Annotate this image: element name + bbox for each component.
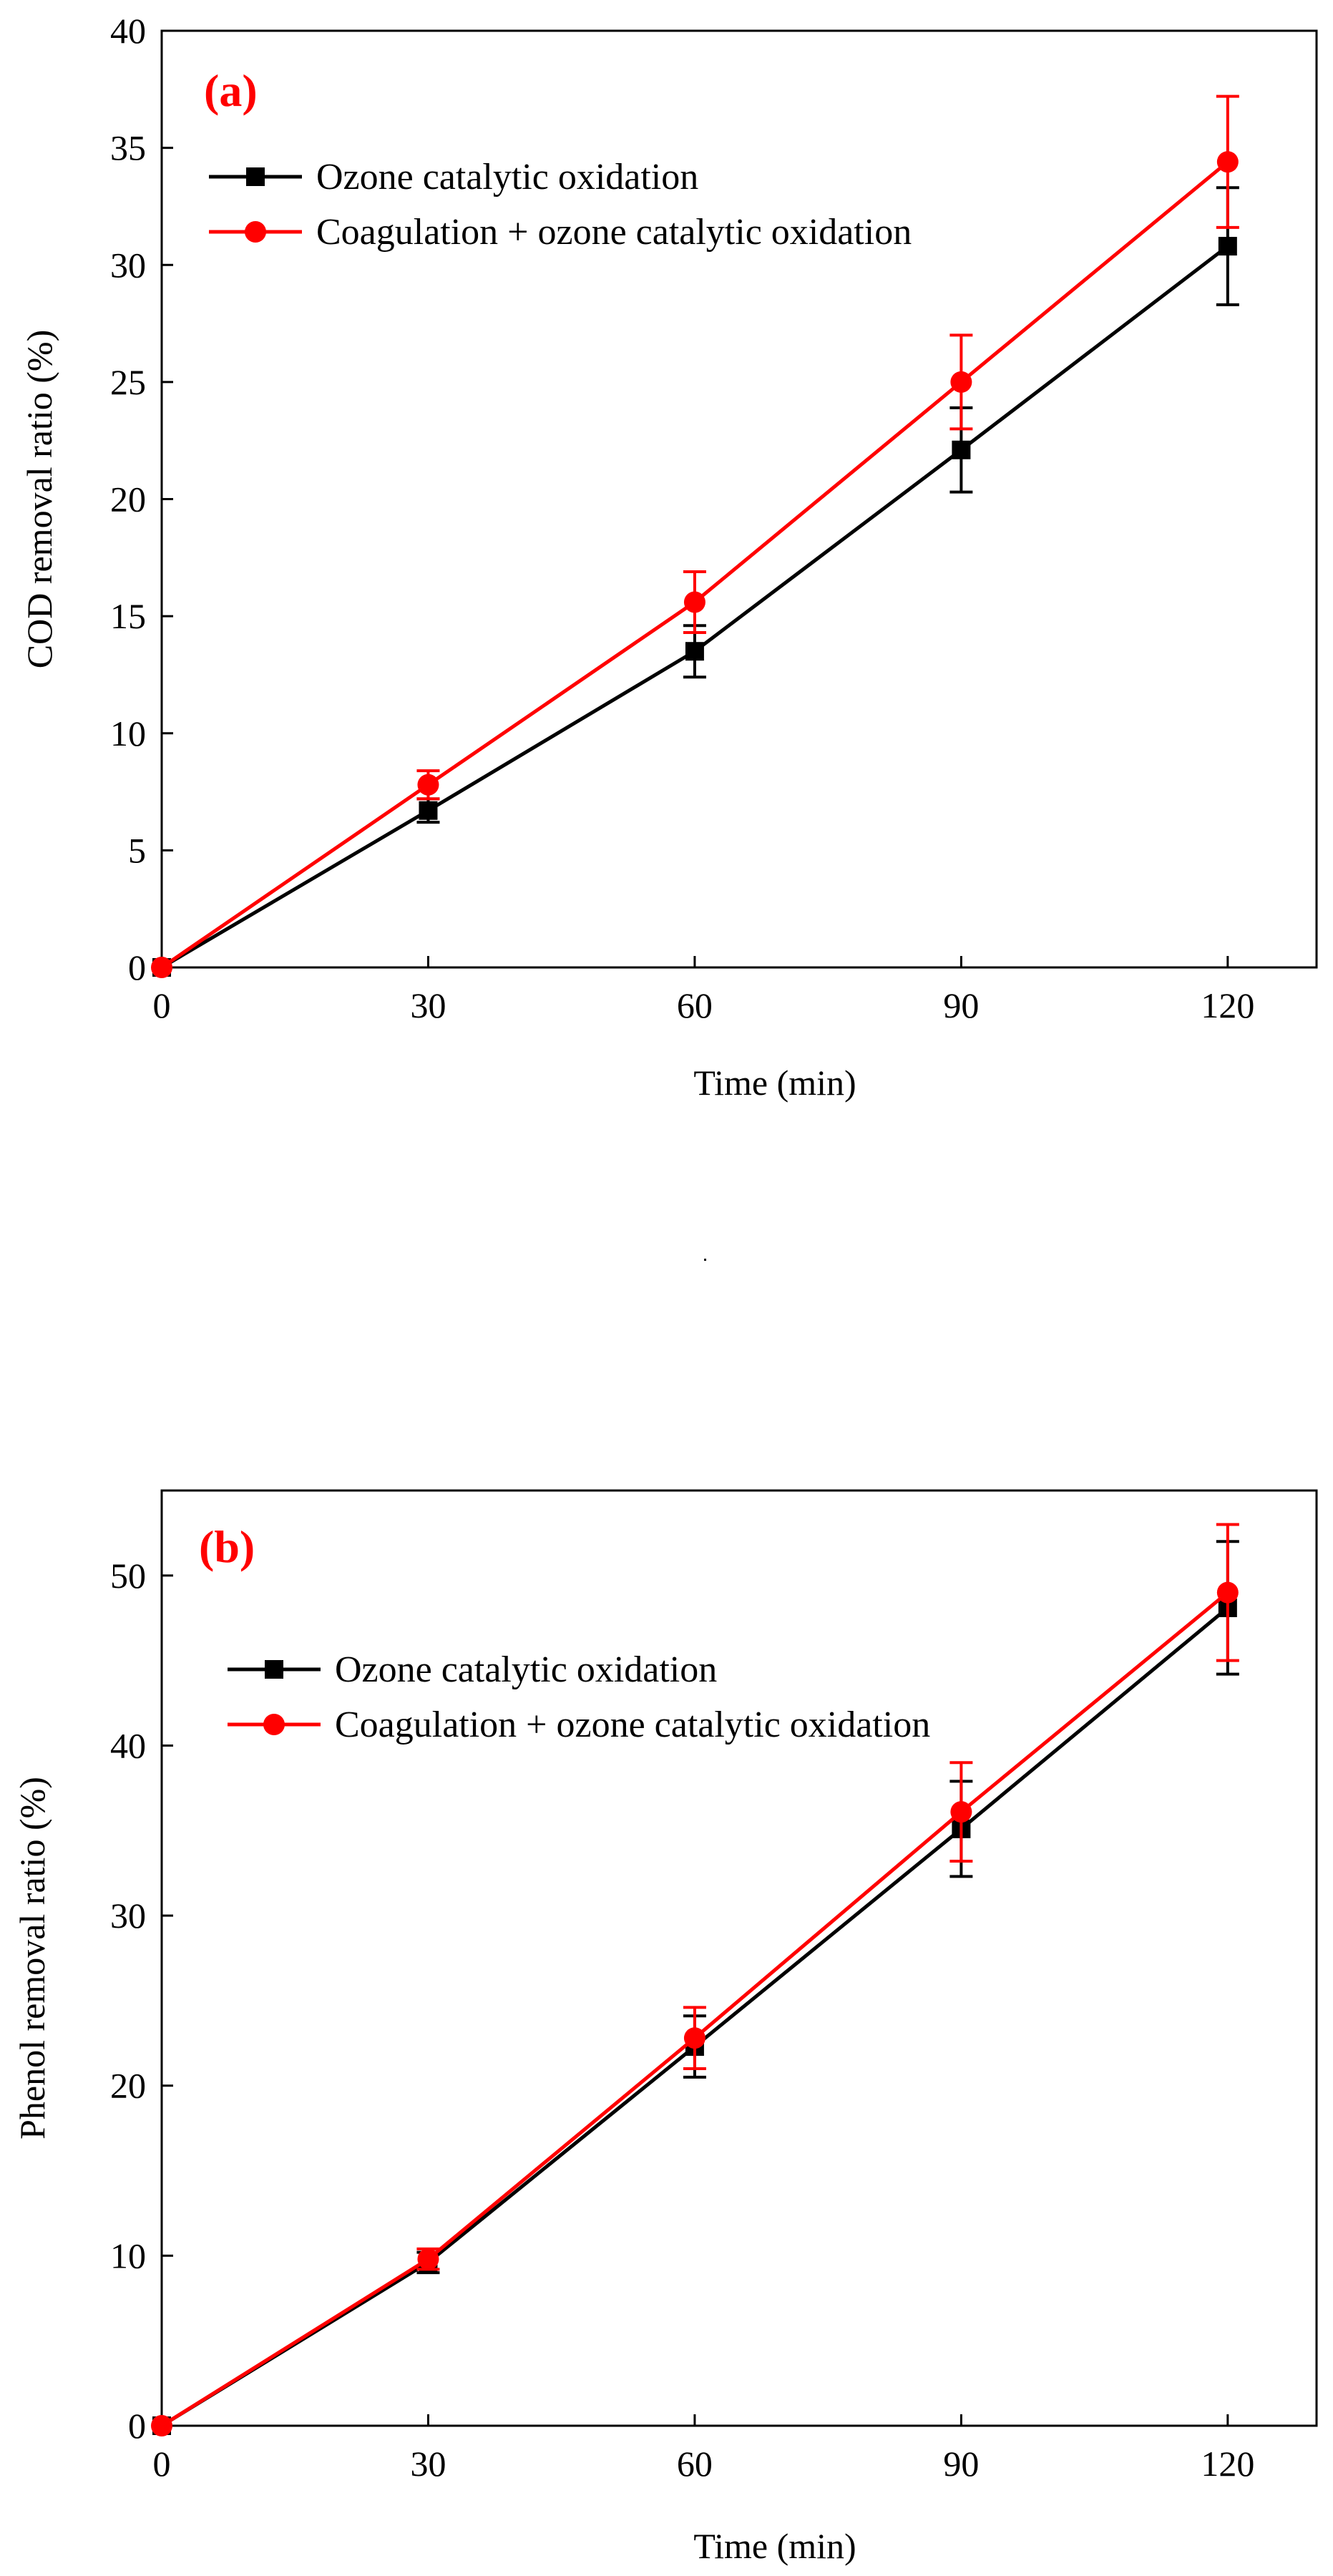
data-point-circle bbox=[151, 2415, 172, 2436]
data-point-square bbox=[1218, 237, 1237, 256]
legend-marker-square bbox=[265, 1660, 283, 1679]
x-axis-title: Time (min) bbox=[693, 1063, 856, 1103]
x-tick-label: 0 bbox=[153, 2444, 171, 2484]
y-tick-label: 35 bbox=[110, 128, 146, 168]
y-tick-label: 30 bbox=[110, 1896, 146, 1936]
legend-marker-square bbox=[246, 167, 265, 186]
data-point-circle bbox=[1216, 1581, 1239, 1604]
y-tick-label: 40 bbox=[110, 1725, 146, 1765]
plot-frame bbox=[160, 1489, 1318, 2427]
data-point-square bbox=[419, 801, 438, 820]
legend: Ozone catalytic oxidation Coagulation + o… bbox=[209, 157, 912, 253]
x-tick-label: 120 bbox=[1201, 2444, 1254, 2484]
y-tick-label: 20 bbox=[110, 2066, 146, 2106]
legend-label: Coagulation + ozone catalytic oxidation bbox=[335, 1704, 930, 1745]
y-tick-label: 20 bbox=[110, 479, 146, 519]
data-point-circle bbox=[950, 371, 972, 393]
chart-panel-b: 0 30 60 90 120 0 10 20 30 40 50 Time (min) Phenol re… bbox=[12, 1489, 1318, 2566]
y-tick-label: 15 bbox=[110, 596, 146, 636]
data-point-circle bbox=[683, 591, 705, 613]
legend-label: Ozone catalytic oxidation bbox=[316, 157, 698, 197]
y-tick-label: 0 bbox=[128, 947, 146, 987]
x-tick-label: 30 bbox=[410, 985, 446, 1025]
series-line bbox=[160, 160, 1229, 970]
x-tick-label: 120 bbox=[1201, 985, 1254, 1025]
data-point-circle bbox=[683, 2027, 705, 2049]
data-point-circle bbox=[417, 2248, 439, 2270]
y-tick-label: 0 bbox=[128, 2406, 146, 2446]
data-point-square bbox=[685, 642, 704, 661]
y-tick-label: 40 bbox=[110, 11, 146, 51]
x-tick-label: 60 bbox=[677, 985, 713, 1025]
legend-marker-circle bbox=[263, 1714, 285, 1735]
y-tick-label: 25 bbox=[110, 362, 146, 402]
data-point-square bbox=[952, 440, 971, 459]
data-point-circle bbox=[950, 1801, 972, 1823]
stray-dot bbox=[704, 1259, 706, 1261]
legend-label: Ozone catalytic oxidation bbox=[335, 1649, 717, 1690]
y-tick-label: 10 bbox=[110, 2235, 146, 2275]
x-axis-title: Time (min) bbox=[693, 2526, 856, 2566]
legend-label: Coagulation + ozone catalytic oxidation bbox=[316, 212, 912, 253]
chart-panel-a: 0 30 60 90 120 0 5 10 15 20 25 30 35 40 Time (min) COD … bbox=[19, 11, 1318, 1103]
y-tick-label: 30 bbox=[110, 245, 146, 285]
y-axis-title: Phenol removal ratio (%) bbox=[12, 1777, 52, 2140]
y-tick-label: 10 bbox=[110, 713, 146, 753]
x-tick-label: 60 bbox=[677, 2444, 713, 2484]
y-tick-label: 5 bbox=[128, 830, 146, 870]
x-tick-label: 0 bbox=[153, 985, 171, 1025]
x-tick-label: 90 bbox=[943, 2444, 979, 2484]
x-tick-label: 30 bbox=[410, 2444, 446, 2484]
legend-marker-circle bbox=[245, 221, 266, 243]
y-axis-title: COD removal ratio (%) bbox=[19, 330, 59, 668]
legend: Ozone catalytic oxidation Coagulation + o… bbox=[228, 1649, 930, 1745]
data-point-circle bbox=[151, 957, 172, 978]
data-point-circle bbox=[1216, 151, 1239, 173]
panel-label: (b) bbox=[199, 1521, 255, 1572]
data-point-circle bbox=[417, 774, 439, 796]
y-tick-label: 50 bbox=[110, 1556, 146, 1596]
x-tick-label: 90 bbox=[943, 985, 979, 1025]
panel-label: (a) bbox=[204, 65, 258, 116]
